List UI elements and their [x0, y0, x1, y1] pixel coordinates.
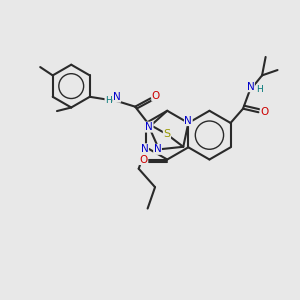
Text: N: N [141, 144, 148, 154]
Text: N: N [113, 92, 121, 102]
Text: S: S [164, 129, 170, 139]
Text: N: N [145, 122, 153, 132]
Text: N: N [247, 82, 254, 92]
Text: N: N [154, 144, 161, 154]
Text: H: H [256, 85, 263, 94]
Text: O: O [260, 107, 268, 117]
Text: H: H [105, 96, 112, 105]
Text: N: N [184, 116, 192, 126]
Text: O: O [152, 91, 160, 101]
Text: O: O [139, 154, 148, 164]
